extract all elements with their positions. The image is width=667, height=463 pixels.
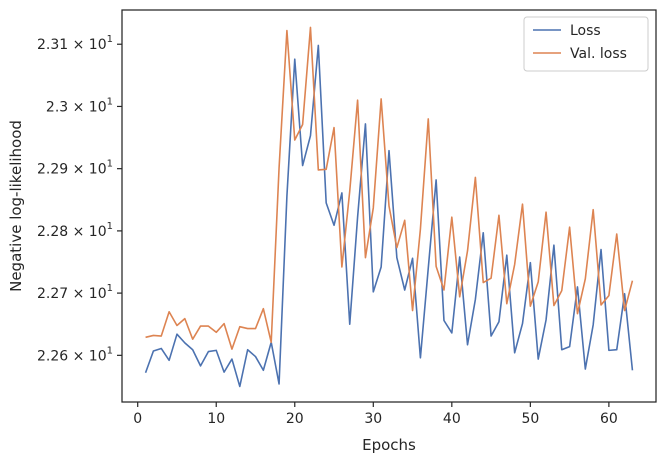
series-lines bbox=[144, 26, 634, 388]
x-tick-label: 0 bbox=[133, 411, 142, 427]
y-axis-title: Negative log-likelihood bbox=[7, 120, 25, 292]
y-tick-label: 2.29 × 101 bbox=[37, 159, 113, 178]
y-tick-label: 2.27 × 101 bbox=[37, 283, 113, 302]
x-tick-label: 30 bbox=[364, 411, 382, 427]
y-tick-label: 2.31 × 101 bbox=[37, 34, 113, 53]
plot-frame bbox=[121, 9, 657, 403]
x-axis-title: Epochs bbox=[362, 436, 416, 454]
legend: Loss Val. loss bbox=[523, 16, 649, 72]
legend-label-loss: Loss bbox=[570, 23, 601, 39]
y-tick-label: 2.3 × 101 bbox=[46, 96, 113, 115]
x-tick-label: 50 bbox=[521, 411, 539, 427]
x-axis-ticks: 0 10 20 30 40 50 60 bbox=[133, 402, 618, 427]
y-tick-label: 2.28 × 101 bbox=[37, 221, 113, 240]
y-tick-label: 2.26 × 101 bbox=[37, 345, 113, 364]
x-tick-label: 10 bbox=[207, 411, 225, 427]
x-tick-label: 40 bbox=[443, 411, 461, 427]
legend-label-val-loss: Val. loss bbox=[570, 46, 627, 62]
y-axis-ticks: 2.26 × 101 2.27 × 101 2.28 × 101 2.29 × 101… bbox=[37, 34, 122, 364]
series-line-val-loss bbox=[145, 26, 634, 350]
x-tick-label: 60 bbox=[600, 411, 618, 427]
x-tick-label: 20 bbox=[286, 411, 304, 427]
